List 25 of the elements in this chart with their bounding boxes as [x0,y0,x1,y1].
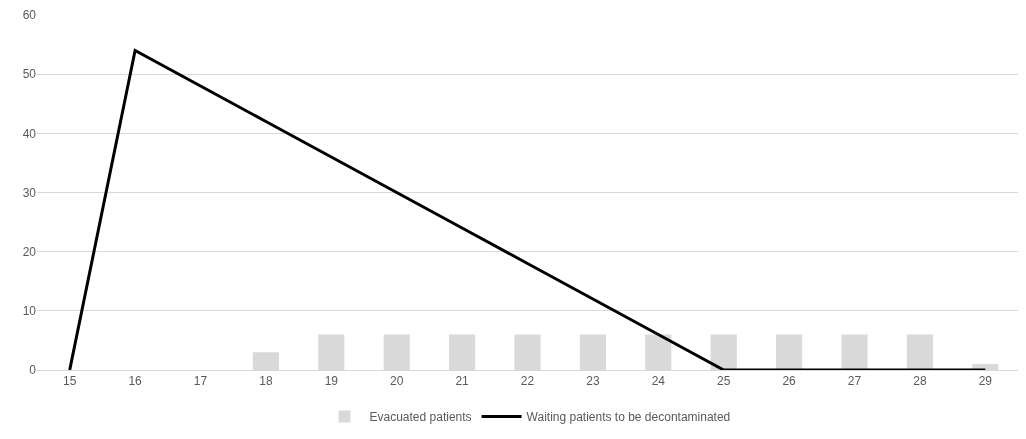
y-tick-label: 30 [22,185,37,200]
x-tick-label: 19 [324,374,339,389]
x-tick-label: 29 [978,374,993,389]
line-series [68,49,987,370]
x-tick-label: 20 [390,374,404,389]
x-tick-label: 22 [520,374,535,389]
x-tick-label: 25 [717,374,731,389]
y-tick-label: 40 [22,126,37,141]
y-tick-label: 10 [22,304,37,319]
x-tick-label: 27 [847,374,862,389]
x-tick-label: 15 [63,374,77,389]
y-tick-label: 60 [22,8,37,23]
legend-label: Evacuated patients [369,410,472,425]
x-tick-label: 24 [651,374,666,389]
y-tick-label: 20 [22,244,37,259]
y-tick-label: 0 [29,363,37,378]
y-tick-label: 50 [22,67,37,82]
x-tick-label: 21 [455,374,470,389]
x-tick-label: 26 [782,374,797,389]
x-tick-label: 16 [128,374,143,389]
x-tick-label: 18 [259,374,273,389]
x-tick-label: 28 [913,374,927,389]
legend-label: Waiting patients to be decontaminated [526,410,731,425]
x-tick-label: 17 [193,374,208,389]
x-tick-label: 23 [586,374,600,389]
